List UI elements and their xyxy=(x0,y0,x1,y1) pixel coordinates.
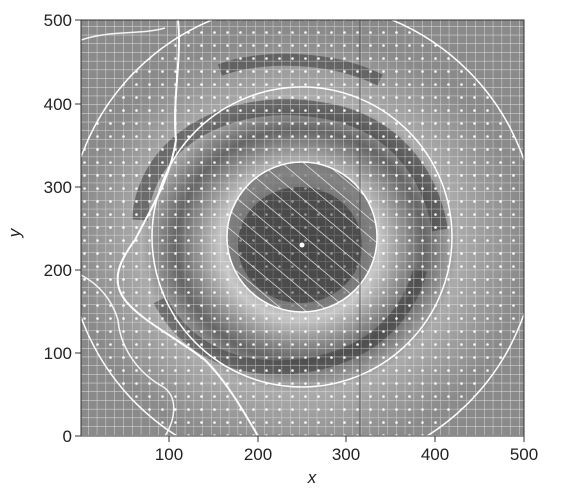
x-tick-label: 300 xyxy=(332,445,360,464)
coastline xyxy=(116,20,259,436)
border-line xyxy=(81,27,166,41)
hatched-core xyxy=(227,162,377,312)
center-point xyxy=(299,242,305,248)
x-axis: 100 200 300 400 500 x xyxy=(155,436,538,487)
y-tick-label: 100 xyxy=(44,344,72,363)
core-ring xyxy=(226,161,378,313)
y-tick-label: 200 xyxy=(44,261,72,280)
y-tick-label: 0 xyxy=(63,427,72,446)
y-tick-label: 400 xyxy=(44,95,72,114)
inner-ring xyxy=(151,86,453,388)
y-tick-label: 500 xyxy=(44,11,72,30)
y-tick-label: 300 xyxy=(44,178,72,197)
y-axis: 0 100 200 300 400 500 y xyxy=(5,11,81,446)
x-axis-title: x xyxy=(307,468,317,487)
y-axis-title: y xyxy=(5,227,24,238)
border-line xyxy=(81,274,175,436)
x-tick-label: 200 xyxy=(244,445,272,464)
x-tick-label: 100 xyxy=(155,445,183,464)
x-tick-label: 400 xyxy=(421,445,449,464)
plot-area xyxy=(81,20,524,436)
x-tick-label: 500 xyxy=(510,445,538,464)
plot-frame xyxy=(80,19,525,437)
